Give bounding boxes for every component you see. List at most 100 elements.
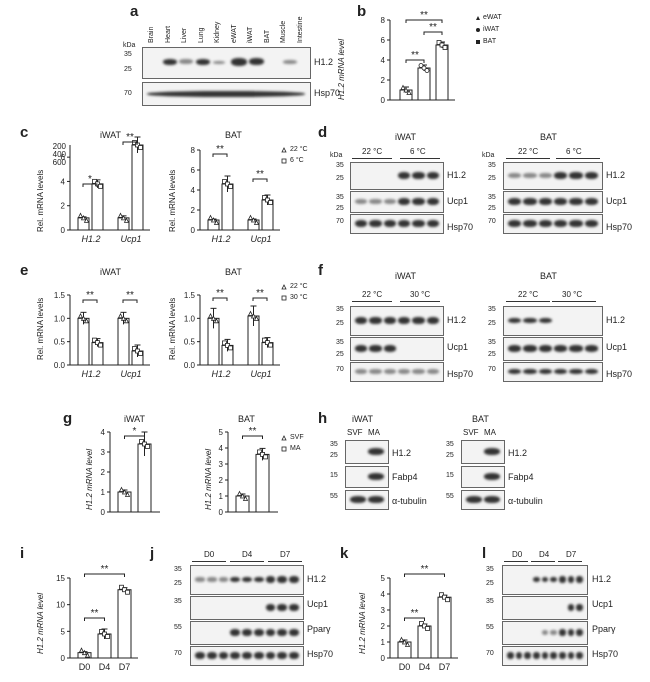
g-bat-sig: ** (249, 426, 257, 437)
band (355, 220, 368, 227)
e-bat-point (222, 340, 227, 346)
e-iwat-tick-label: 1.0 (54, 314, 66, 323)
g-iwat-tick-label: 2 (101, 468, 106, 477)
e-legend-30: 30 °C (290, 294, 308, 301)
band (484, 473, 500, 480)
e-bat-point (228, 345, 233, 351)
tissue-label-bat: BAT (263, 29, 271, 43)
band (289, 629, 299, 636)
c-iwat-point (83, 217, 90, 223)
band (554, 198, 568, 205)
i-sig-2-bracket (84, 573, 125, 577)
panel-label-k: k (340, 545, 349, 562)
i-sig-2: ** (101, 564, 109, 575)
c-iwat-point (77, 212, 84, 218)
e-iwat-point (117, 312, 124, 319)
e-bat-point (265, 340, 270, 346)
e-iwat-point (77, 312, 84, 319)
g-iwat-point (145, 444, 150, 449)
j-row-2: Pparγ (307, 624, 331, 634)
g-bat-point (257, 449, 262, 455)
l-marker: 70 (486, 650, 494, 657)
band (508, 317, 522, 324)
l-day-D4: D4 (539, 550, 550, 559)
band (398, 369, 411, 374)
e-bat-point (225, 342, 230, 348)
e-iwat-tick-label: 0.0 (54, 361, 66, 370)
tissue-label-brain: Brain (148, 26, 155, 43)
c-iwat-sig: * (88, 174, 92, 185)
band (567, 652, 575, 659)
band (567, 576, 575, 583)
g-bat-point (263, 454, 268, 460)
d-bat-row-0: H1.2 (606, 170, 626, 180)
i-bar (117, 589, 132, 659)
g-bat-tick-label: 1 (219, 492, 224, 501)
i-point (102, 631, 107, 637)
g-bat-tick-label: 5 (219, 428, 224, 437)
c-bat-point (228, 184, 233, 189)
e-bat-point (253, 315, 260, 321)
blot-f-iwat-hsp70 (350, 362, 444, 382)
d-marker: 25 (488, 175, 496, 182)
j-row-3: Hsp70 (307, 649, 334, 659)
band (426, 369, 439, 374)
band (289, 652, 299, 659)
e-iwat-xlabel: Ucp1 (120, 369, 141, 379)
c-iwat-point (138, 145, 143, 150)
panel-label-b: b (357, 3, 367, 20)
c-bat-title: BAT (225, 130, 242, 140)
band (584, 368, 598, 375)
k-sig-1: ** (411, 608, 419, 619)
band (533, 652, 540, 659)
k-tick-label: 5 (381, 574, 386, 583)
panel-label-c: c (20, 124, 29, 141)
g-iwat-point (139, 439, 144, 444)
i-sig-1-bracket (84, 617, 105, 621)
h-col-ma: MA (484, 428, 496, 437)
band (538, 198, 552, 205)
panel-label-f: f (318, 262, 323, 279)
tissue-label-iwat: iWAT (247, 26, 254, 43)
c-bat-sig: ** (216, 144, 224, 155)
blot-j-hsp70 (190, 646, 304, 666)
h-iwat-row-1: Fabp4 (392, 472, 418, 482)
l-underline (504, 561, 528, 562)
d-marker: 35 (336, 162, 344, 169)
h-iwat-title: iWAT (352, 414, 373, 424)
b-sig-2: ** (429, 22, 437, 33)
band (195, 652, 205, 659)
j-underline (192, 561, 226, 562)
blot-f-bat-h12 (503, 306, 603, 336)
tissue-label-kidney: Kidney (214, 21, 221, 43)
c-iwat-point (123, 217, 130, 223)
b-legend-marker (476, 28, 480, 32)
i-point (105, 634, 110, 639)
band (412, 172, 425, 179)
g-iwat-point (124, 491, 131, 497)
b-point (406, 89, 412, 95)
j-day-D4: D4 (242, 550, 253, 559)
band (289, 604, 299, 611)
j-row-1: Ucp1 (307, 599, 329, 609)
b-sig-1-bracket (405, 59, 425, 63)
blot-f-iwat-ucp1 (350, 337, 444, 361)
blot-h-iwat-h12 (345, 440, 389, 464)
g-iwat-title: iWAT (124, 414, 145, 424)
i-point (99, 629, 104, 634)
k-tick-label: 4 (381, 590, 386, 599)
f-bat-row-1: Ucp1 (606, 342, 628, 352)
e-legend-22: 22 °C (290, 283, 308, 290)
band (369, 345, 382, 352)
l-marker: 35 (486, 566, 494, 573)
h-col-svf: SVF (347, 428, 363, 437)
h-marker: 35 (446, 441, 454, 448)
e-bat-tick-label: 0.5 (184, 338, 196, 347)
band (554, 172, 568, 179)
g-bat-tick-label: 3 (219, 460, 224, 469)
j-marker: 35 (174, 566, 182, 573)
band (533, 576, 540, 583)
b-legend-ewat: eWAT (483, 14, 502, 21)
c-iwat-point (80, 214, 87, 221)
e-bat-sig: ** (216, 288, 224, 299)
